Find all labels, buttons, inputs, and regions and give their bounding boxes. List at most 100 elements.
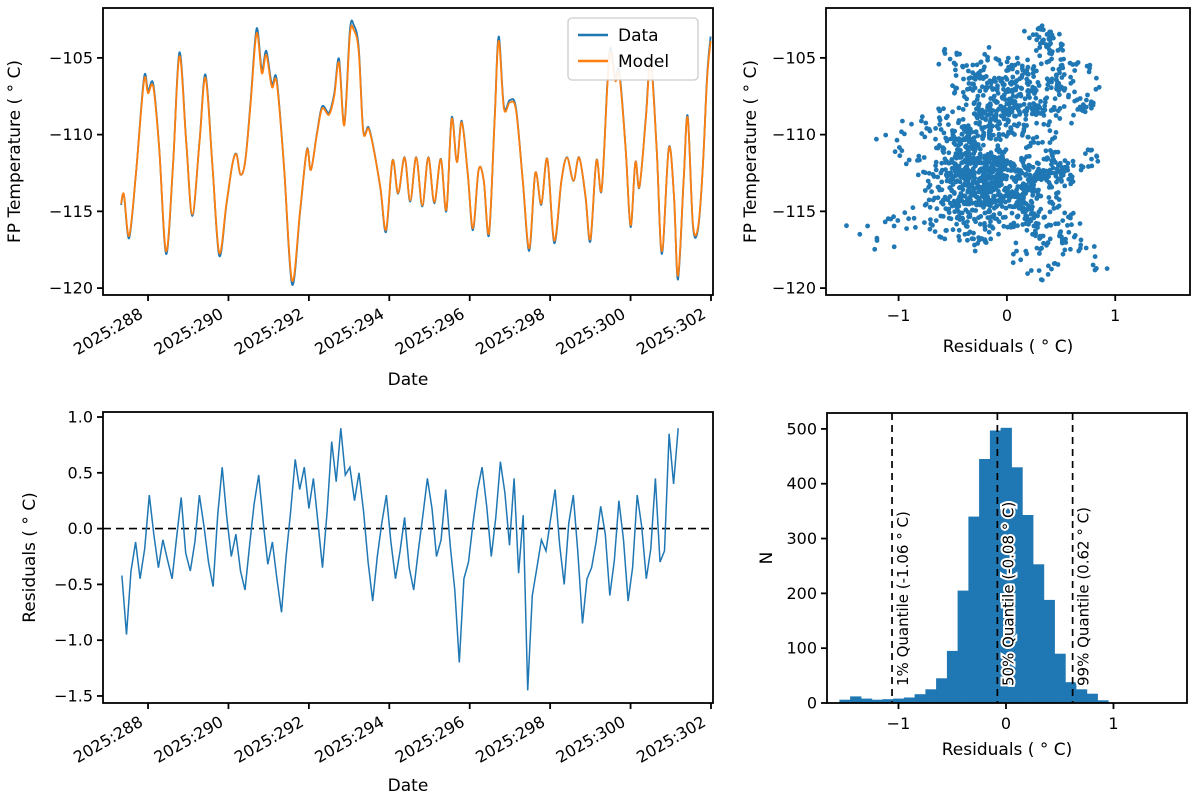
quantile-label: 99% Quantile (0.62 ° C) bbox=[1075, 507, 1093, 686]
y-tick-label: −105 bbox=[772, 48, 816, 67]
scatter-point bbox=[1025, 167, 1031, 173]
scatter-point bbox=[1049, 107, 1055, 113]
scatter-point bbox=[1032, 91, 1037, 96]
scatter-point bbox=[973, 129, 979, 135]
scatter-point bbox=[915, 172, 921, 178]
scatter-point bbox=[1049, 266, 1054, 272]
scatter-point bbox=[951, 134, 957, 140]
scatter-point bbox=[960, 117, 966, 122]
scatter-point bbox=[1024, 227, 1030, 233]
scatter-point bbox=[1038, 277, 1044, 282]
tick-marks bbox=[97, 416, 712, 709]
scatter-point bbox=[1040, 175, 1046, 181]
scatter-point bbox=[1010, 130, 1015, 136]
fp-temperature-timeseries: 2025:288 2025:290 2025:292 2025:294 2025:296… bbox=[5, 7, 714, 390]
scatter-point bbox=[1032, 228, 1038, 234]
scatter-point bbox=[882, 219, 888, 225]
scatter-point bbox=[975, 133, 981, 139]
scatter-point bbox=[957, 185, 963, 190]
scatter-point bbox=[965, 86, 970, 92]
scatter-point bbox=[1042, 103, 1048, 109]
scatter-point bbox=[1022, 96, 1028, 102]
x-tick-label: −1 bbox=[887, 714, 911, 733]
scatter-point bbox=[1002, 164, 1008, 170]
scatter-point bbox=[944, 138, 950, 144]
scatter-point bbox=[919, 118, 924, 124]
scatter-point bbox=[1053, 160, 1058, 165]
scatter-point bbox=[973, 208, 979, 213]
scatter-point bbox=[996, 133, 1002, 139]
scatter-point bbox=[973, 147, 978, 152]
model-line bbox=[120, 24, 712, 282]
scatter-point bbox=[1074, 97, 1080, 103]
scatter-point bbox=[1057, 230, 1063, 236]
scatter-point bbox=[952, 90, 957, 96]
hist-bar bbox=[936, 678, 948, 703]
fp-temperature-timeseries-plot-area bbox=[120, 19, 712, 286]
hist-bar bbox=[1032, 564, 1045, 703]
hist-bar bbox=[1054, 653, 1066, 703]
scatter-point bbox=[1051, 170, 1057, 176]
scatter-point bbox=[986, 45, 992, 50]
scatter-point bbox=[1077, 221, 1083, 227]
scatter-point bbox=[1045, 82, 1051, 88]
scatter-point bbox=[993, 79, 998, 84]
tick-marks bbox=[821, 427, 1115, 709]
scatter-point bbox=[956, 234, 962, 239]
scatter-point bbox=[1026, 206, 1031, 211]
hist-bar bbox=[957, 590, 969, 703]
scatter-point bbox=[1035, 26, 1041, 32]
scatter-point bbox=[937, 122, 943, 127]
scatter-point bbox=[946, 150, 952, 156]
scatter-point bbox=[991, 212, 997, 218]
hist-bar bbox=[893, 698, 905, 703]
hist-bar bbox=[979, 459, 991, 703]
scatter-point bbox=[891, 223, 897, 229]
scatter-point bbox=[1041, 240, 1046, 246]
scatter-point bbox=[1084, 63, 1090, 69]
scatter-point bbox=[1030, 136, 1036, 142]
scatter-point bbox=[949, 187, 955, 193]
scatter-point bbox=[971, 139, 977, 145]
scatter-point bbox=[988, 236, 994, 242]
scatter-point bbox=[958, 152, 964, 158]
scatter-point bbox=[951, 60, 957, 66]
scatter-point bbox=[1025, 271, 1030, 276]
scatter-point bbox=[1069, 222, 1074, 228]
scatter-point bbox=[1021, 101, 1027, 107]
scatter-point bbox=[940, 201, 946, 207]
x-tick-label: 2025:302 bbox=[633, 712, 709, 767]
y-tick-label: −1.5 bbox=[54, 686, 93, 705]
scatter-point bbox=[1027, 35, 1032, 41]
scatter-point bbox=[963, 223, 969, 229]
scatter-point bbox=[891, 244, 897, 250]
y-tick-label: −0.5 bbox=[54, 575, 93, 594]
scatter-point bbox=[967, 172, 972, 178]
scatter-point bbox=[967, 212, 973, 217]
scatter-point bbox=[1055, 149, 1061, 155]
x-tick-label: 2025:288 bbox=[70, 304, 146, 359]
y-tick-label: 0 bbox=[807, 694, 817, 713]
scatter-point bbox=[974, 62, 980, 68]
scatter-point bbox=[964, 145, 969, 150]
scatter-point bbox=[933, 218, 939, 224]
scatter-point bbox=[965, 196, 971, 202]
hist-bar bbox=[903, 697, 916, 703]
hist-bar bbox=[946, 650, 959, 703]
scatter-point bbox=[995, 90, 1001, 96]
scatter-point bbox=[966, 131, 972, 137]
scatter-point bbox=[927, 226, 933, 232]
scatter-point bbox=[933, 159, 939, 165]
axes-frame bbox=[102, 411, 714, 704]
scatter-point bbox=[953, 67, 958, 73]
hist-bar bbox=[839, 699, 851, 703]
scatter-point bbox=[1083, 151, 1088, 157]
scatter-point bbox=[1038, 206, 1044, 212]
x-tick-label: 2025:288 bbox=[70, 712, 146, 767]
scatter-point bbox=[1034, 37, 1040, 43]
scatter-point bbox=[952, 128, 958, 134]
scatter-point bbox=[1062, 158, 1068, 164]
scatter-point bbox=[1065, 167, 1071, 173]
scatter-point bbox=[988, 219, 993, 224]
scatter-point bbox=[1025, 82, 1031, 87]
